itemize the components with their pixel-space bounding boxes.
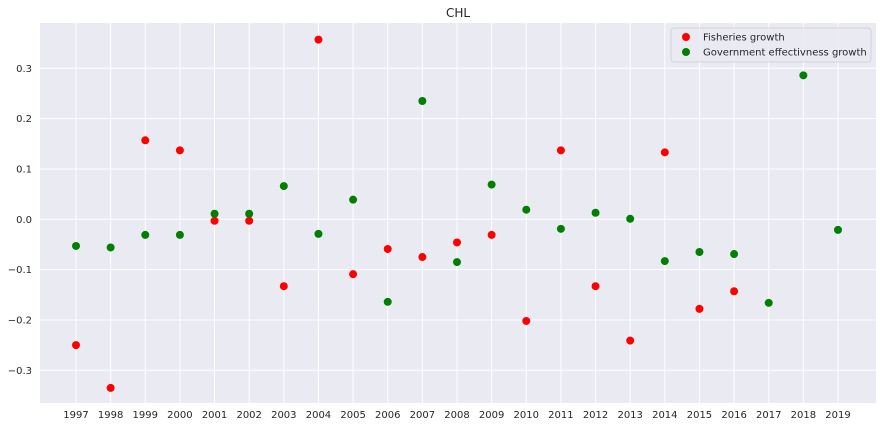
- government-point: [314, 229, 323, 238]
- government-point: [522, 205, 531, 214]
- x-tick-label: 2001: [202, 410, 227, 421]
- fisheries-point: [660, 148, 669, 157]
- x-tick-label: 2012: [583, 410, 608, 421]
- x-tick-label: 2016: [721, 410, 746, 421]
- x-tick-label: 1999: [133, 410, 158, 421]
- plot-area: [40, 23, 876, 403]
- government-point: [106, 243, 115, 252]
- government-point: [556, 224, 565, 233]
- government-point: [418, 97, 427, 106]
- legend-label-fisheries: Fisheries growth: [703, 33, 785, 44]
- government-point: [349, 195, 358, 204]
- y-tick-label: 0.3: [16, 64, 32, 75]
- x-tick-label: 2014: [652, 410, 677, 421]
- x-tick-label: 2010: [514, 410, 539, 421]
- x-tick-label: 1997: [63, 410, 88, 421]
- fisheries-point: [72, 341, 80, 350]
- fisheries-point: [453, 238, 461, 247]
- fisheries-point: [591, 282, 600, 291]
- x-tick-label: 2011: [548, 410, 573, 421]
- y-tick-label: 0.0: [16, 215, 32, 226]
- government-point: [175, 230, 184, 239]
- fisheries-point: [418, 253, 427, 262]
- x-axis-ticks: 1997 1998 1999 2000 2001 2002 2003 2004 2005 2006…: [63, 410, 850, 421]
- government-point: [279, 182, 288, 191]
- legend-box: [670, 27, 872, 63]
- x-tick-label: 2004: [306, 410, 331, 421]
- y-tick-label: −0.3: [8, 366, 32, 377]
- y-axis-ticks: −0.3 −0.2 −0.1 0.0 0.1 0.2 0.3: [8, 64, 32, 377]
- x-tick-label: 2018: [791, 410, 816, 421]
- x-tick-label: 2015: [687, 410, 712, 421]
- government-point: [591, 208, 600, 217]
- x-tick-label: 2013: [617, 410, 642, 421]
- x-tick-label: 2000: [167, 410, 192, 421]
- x-tick-label: 2003: [271, 410, 296, 421]
- x-tick-label: 2017: [756, 410, 781, 421]
- fisheries-point: [383, 244, 392, 253]
- fisheries-point: [106, 383, 115, 392]
- legend-label-government: Government effectivness growth: [703, 48, 867, 59]
- fisheries-point: [245, 216, 254, 225]
- x-tick-label: 2006: [375, 410, 400, 421]
- y-tick-label: 0.1: [16, 164, 32, 175]
- government-point: [834, 225, 842, 234]
- fisheries-point: [730, 287, 739, 296]
- government-point: [141, 230, 150, 239]
- data-points: [72, 35, 842, 392]
- government-point: [660, 257, 669, 266]
- fisheries-point: [141, 136, 150, 145]
- government-point: [730, 250, 739, 259]
- x-tick-label: 2008: [444, 410, 469, 421]
- fisheries-point: [279, 282, 288, 291]
- government-point: [695, 248, 704, 257]
- x-tick-label: 2019: [825, 410, 850, 421]
- y-tick-label: 0.2: [16, 114, 32, 125]
- fisheries-point: [314, 35, 323, 44]
- fisheries-point: [175, 146, 184, 155]
- x-tick-label: 1998: [98, 410, 123, 421]
- x-tick-label: 2009: [479, 410, 504, 421]
- x-tick-label: 2002: [236, 410, 261, 421]
- fisheries-point: [626, 336, 635, 345]
- legend-marker-government: [682, 48, 690, 56]
- government-point: [383, 297, 392, 306]
- x-tick-label: 2007: [410, 410, 435, 421]
- fisheries-point: [487, 230, 496, 239]
- y-tick-label: −0.1: [8, 265, 32, 276]
- government-point: [210, 209, 219, 218]
- fisheries-point: [556, 146, 565, 155]
- government-point: [799, 71, 808, 80]
- chart-title: CHL: [446, 6, 470, 20]
- government-point: [487, 180, 496, 189]
- government-point: [453, 258, 461, 267]
- government-point: [72, 241, 80, 250]
- legend-marker-fisheries: [682, 33, 690, 41]
- government-point: [764, 298, 773, 307]
- fisheries-point: [210, 216, 219, 225]
- fisheries-point: [349, 270, 358, 279]
- legend: Fisheries growth Government effectivness…: [670, 27, 872, 63]
- y-tick-label: −0.2: [8, 315, 32, 326]
- fisheries-point: [695, 304, 704, 313]
- fisheries-point: [522, 316, 531, 325]
- government-point: [245, 209, 254, 218]
- government-point: [626, 214, 635, 223]
- x-tick-label: 2005: [340, 410, 365, 421]
